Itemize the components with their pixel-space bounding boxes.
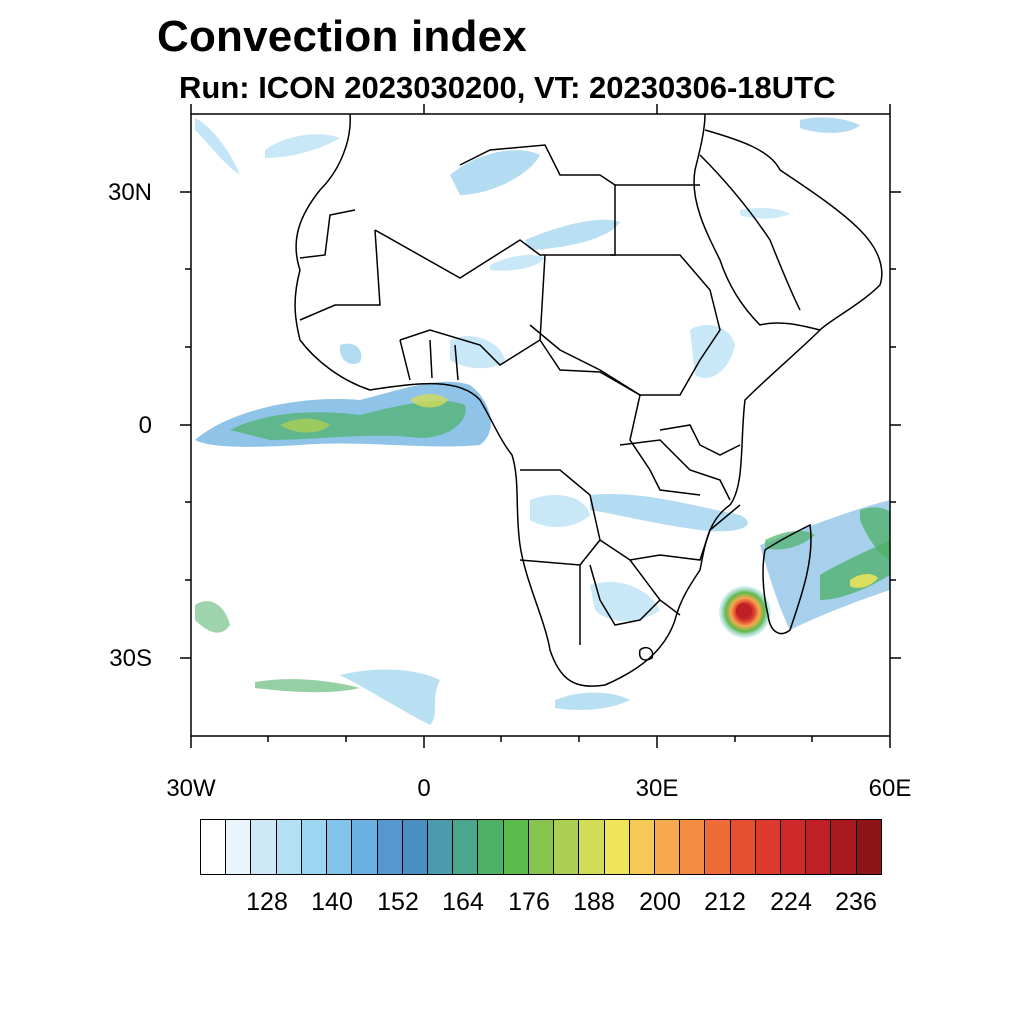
- map-title: Convection index: [157, 12, 527, 61]
- colorbar-swatch: [856, 820, 881, 874]
- colorbar-swatch: [806, 820, 832, 874]
- colorbar-swatch: [453, 820, 479, 874]
- colorbar-swatch: [503, 820, 529, 874]
- convection-field: [195, 117, 890, 725]
- colorbar-label-164: 164: [442, 888, 484, 916]
- colorbar-swatch: [604, 820, 630, 874]
- y-tick-label-30s: 30S: [109, 645, 152, 672]
- x-tick-label-30w: 30W: [166, 775, 216, 802]
- colorbar-swatch: [352, 820, 378, 874]
- colorbar-label-140: 140: [311, 888, 353, 916]
- colorbar-swatch: [730, 820, 756, 874]
- colorbar-label-152: 152: [377, 888, 419, 916]
- colorbar-swatch: [327, 820, 353, 874]
- coastlines: [294, 114, 883, 687]
- colorbar-swatch: [201, 820, 227, 874]
- colorbar-label-128: 128: [246, 888, 288, 916]
- colorbar-swatch: [276, 820, 302, 874]
- colorbar-swatch: [831, 820, 857, 874]
- colorbar-label-176: 176: [508, 888, 550, 916]
- colorbar-swatch: [680, 820, 706, 874]
- map-subtitle: Run: ICON 2023030200, VT: 20230306-18UTC: [179, 70, 836, 105]
- colorbar-swatch: [478, 820, 504, 874]
- colorbar-swatch: [427, 820, 454, 874]
- colorbar-swatch: [629, 820, 655, 874]
- colorbar-swatch: [554, 820, 580, 874]
- colorbar-swatch: [705, 820, 731, 874]
- colorbar-swatch: [781, 820, 807, 874]
- colorbar-swatch: [579, 820, 605, 874]
- x-tick-label-30e: 30E: [635, 775, 679, 802]
- colorbar-swatch: [528, 820, 555, 874]
- colorbar-swatch: [654, 820, 681, 874]
- x-tick-label-60e: 60E: [868, 775, 912, 802]
- y-tick-label-0: 0: [138, 412, 152, 439]
- colorbar: [200, 819, 882, 875]
- colorbar-swatch: [226, 820, 252, 874]
- colorbar-swatch: [402, 820, 428, 874]
- colorbar-label-224: 224: [770, 888, 812, 916]
- colorbar-label-236: 236: [835, 888, 877, 916]
- colorbar-label-212: 212: [704, 888, 746, 916]
- colorbar-label-200: 200: [639, 888, 681, 916]
- map-ticks: [180, 104, 901, 748]
- y-tick-label-30n: 30N: [107, 179, 152, 206]
- colorbar-swatch: [301, 820, 328, 874]
- x-tick-label-0: 0: [417, 775, 431, 802]
- colorbar-swatch: [377, 820, 403, 874]
- colorbar-label-188: 188: [573, 888, 615, 916]
- colorbar-swatch: [251, 820, 277, 874]
- colorbar-swatch: [755, 820, 782, 874]
